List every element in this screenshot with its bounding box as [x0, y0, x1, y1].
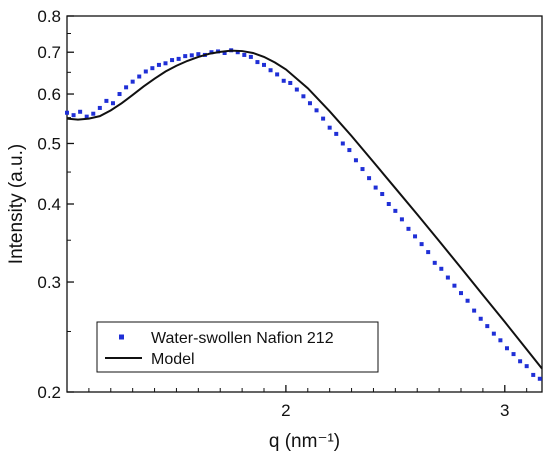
data-point — [327, 125, 332, 130]
data-point — [504, 346, 509, 351]
data-point — [307, 101, 312, 106]
series-group — [65, 48, 543, 381]
data-point — [124, 85, 129, 90]
x-tick-label: 3 — [500, 401, 509, 420]
data-point — [445, 275, 450, 280]
data-point — [386, 202, 391, 206]
data-point — [143, 69, 148, 74]
data-point — [242, 52, 247, 57]
data-point — [334, 131, 339, 136]
data-point — [137, 74, 142, 79]
data-point — [183, 54, 188, 59]
data-point — [176, 56, 181, 61]
data-point — [262, 62, 266, 67]
data-point — [393, 208, 398, 213]
data-point — [426, 250, 431, 255]
data-point — [491, 331, 496, 336]
data-point — [439, 266, 444, 271]
y-tick-label: 0.6 — [37, 85, 61, 104]
y-tick-label: 0.8 — [37, 7, 61, 26]
data-point — [189, 53, 194, 58]
legend: Water-swollen Nafion 212 Model — [96, 321, 379, 373]
y-tick-label: 0.2 — [37, 383, 61, 402]
data-point — [353, 158, 358, 163]
data-point — [156, 62, 161, 67]
data-point — [170, 58, 175, 63]
data-point — [268, 68, 273, 73]
data-point — [347, 148, 352, 153]
data-point — [275, 72, 280, 77]
data-point — [413, 234, 418, 239]
data-point — [340, 141, 345, 146]
data-point — [104, 98, 109, 103]
data-point — [485, 324, 490, 329]
y-tick-label: 0.3 — [37, 273, 61, 292]
data-point — [432, 260, 437, 265]
data-point — [117, 92, 122, 97]
data-point — [360, 167, 365, 172]
data-point — [209, 50, 214, 55]
data-point — [255, 60, 260, 65]
legend-marker-swatch — [119, 334, 124, 340]
y-tick-label: 0.4 — [37, 195, 61, 214]
data-point — [373, 185, 378, 190]
data-point — [97, 105, 102, 110]
data-point — [235, 50, 240, 55]
data-point — [248, 54, 253, 59]
ticks-group: 2 3 0.2 0.3 0.4 0.5 0.6 0.7 0.8 — [37, 7, 528, 420]
data-point — [399, 217, 404, 222]
data-point — [294, 87, 299, 92]
data-point — [71, 113, 76, 118]
data-point — [419, 242, 424, 247]
legend-box — [96, 321, 379, 373]
x-axis-title: q (nm⁻¹) — [269, 431, 340, 452]
data-point — [518, 359, 523, 364]
data-point — [78, 109, 83, 114]
data-point — [367, 176, 372, 181]
data-point — [150, 66, 155, 71]
data-point — [163, 61, 168, 66]
data-point — [281, 78, 286, 83]
data-point — [91, 111, 96, 116]
data-point — [321, 116, 326, 121]
data-point — [65, 110, 69, 115]
data-point — [452, 283, 457, 288]
x-tick-label: 2 — [281, 401, 290, 420]
data-point — [110, 101, 115, 106]
legend-entry-label: Water-swollen Nafion 212 — [151, 330, 334, 347]
y-tick-label: 0.7 — [37, 43, 61, 62]
data-point — [524, 364, 529, 369]
data-point — [314, 108, 319, 113]
data-point — [472, 308, 477, 313]
legend-entry-label: Model — [151, 351, 195, 368]
data-point — [222, 50, 227, 55]
data-point — [288, 80, 293, 85]
data-point — [380, 192, 385, 197]
data-point — [511, 352, 516, 357]
data-point — [130, 79, 135, 84]
data-point — [459, 291, 464, 296]
data-point — [531, 372, 536, 377]
data-point — [537, 376, 542, 381]
y-axis-title: Intensity (a.u.) — [6, 144, 27, 264]
y-tick-label: 0.5 — [37, 134, 61, 153]
data-point — [196, 52, 201, 57]
model-line — [66, 49, 543, 370]
data-point — [84, 114, 89, 119]
data-point — [498, 338, 503, 343]
data-point — [301, 94, 306, 99]
data-point — [465, 298, 470, 303]
data-point — [406, 226, 411, 231]
data-point — [478, 316, 483, 321]
